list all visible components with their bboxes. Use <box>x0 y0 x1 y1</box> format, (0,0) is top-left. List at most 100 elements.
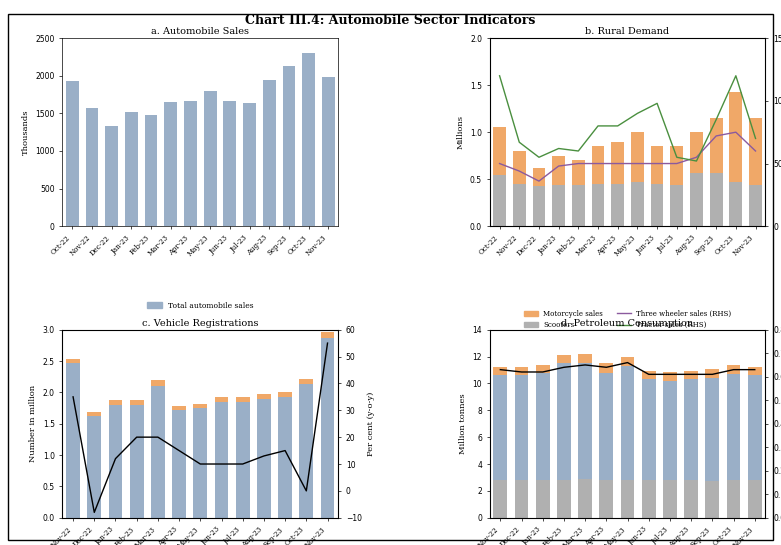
Bar <box>600 480 613 518</box>
Bar <box>263 80 276 226</box>
Bar <box>302 53 315 226</box>
Bar <box>592 146 604 226</box>
Bar <box>749 185 762 226</box>
Bar <box>612 142 624 226</box>
Bar <box>705 378 719 481</box>
Bar <box>621 480 634 518</box>
Title: b. Rural Demand: b. Rural Demand <box>586 27 669 36</box>
Bar <box>184 101 197 226</box>
Bar <box>663 480 677 518</box>
Bar <box>172 410 186 518</box>
Y-axis label: Millions: Millions <box>456 115 465 149</box>
Bar <box>578 364 592 479</box>
Bar <box>726 365 740 374</box>
Bar <box>493 174 506 226</box>
Y-axis label: Million tonnes: Million tonnes <box>459 393 467 454</box>
Bar <box>729 182 742 226</box>
Bar <box>66 359 80 363</box>
Bar <box>600 373 613 480</box>
Bar <box>66 363 80 518</box>
Bar <box>705 370 719 378</box>
Text: Source: SIAM.: Source: SIAM. <box>62 335 114 343</box>
Bar <box>236 397 250 402</box>
Bar <box>670 146 683 226</box>
Bar <box>151 380 165 386</box>
Bar <box>572 185 585 226</box>
Bar <box>552 185 565 226</box>
Bar <box>494 480 507 518</box>
Bar <box>729 92 742 226</box>
Bar <box>278 397 292 518</box>
Bar <box>236 402 250 518</box>
Bar <box>533 186 545 226</box>
Bar <box>130 405 144 518</box>
Bar <box>631 132 644 226</box>
Bar <box>66 81 79 226</box>
Bar <box>631 182 644 226</box>
Bar <box>642 480 656 518</box>
Bar <box>125 112 137 226</box>
Bar <box>299 379 313 384</box>
Bar <box>493 128 506 226</box>
Bar <box>283 66 295 226</box>
Bar <box>109 405 123 518</box>
Bar <box>204 91 216 226</box>
Text: Sources: SIAM; and TMA.: Sources: SIAM; and TMA. <box>490 358 582 366</box>
Bar <box>515 367 529 376</box>
Bar <box>748 367 761 376</box>
Y-axis label: Thousands: Thousands <box>22 110 30 155</box>
Bar <box>552 156 565 226</box>
Bar <box>109 400 123 405</box>
Bar <box>670 185 683 226</box>
Text: Chart III.4: Automobile Sector Indicators: Chart III.4: Automobile Sector Indicator… <box>245 14 536 27</box>
Bar <box>87 413 102 415</box>
Bar <box>557 480 571 518</box>
Bar <box>684 371 698 379</box>
Bar <box>710 118 722 226</box>
Bar <box>663 381 677 480</box>
Bar <box>651 146 664 226</box>
Bar <box>726 374 740 480</box>
Bar <box>172 405 186 410</box>
Bar <box>105 126 118 226</box>
Bar <box>513 184 526 226</box>
Bar <box>642 371 656 379</box>
Bar <box>194 408 207 518</box>
Legend: Total automobile sales: Total automobile sales <box>144 299 257 313</box>
Bar <box>642 379 656 480</box>
Bar <box>278 392 292 397</box>
Bar <box>321 338 334 518</box>
Bar <box>557 364 571 480</box>
Bar <box>494 367 507 376</box>
Bar <box>164 102 177 226</box>
Bar <box>663 372 677 381</box>
Bar <box>151 386 165 518</box>
Bar <box>690 173 703 226</box>
Bar <box>533 168 545 226</box>
Bar <box>87 415 102 518</box>
Bar <box>130 400 144 405</box>
Legend: Motorcycle sales, Scooters, Three wheeler sales (RHS), Tractor sales (RHS): Motorcycle sales, Scooters, Three wheele… <box>521 307 734 332</box>
Title: d. Petroleum Consumption: d. Petroleum Consumption <box>562 318 694 328</box>
Bar <box>651 184 664 226</box>
Bar <box>322 77 335 226</box>
Bar <box>578 479 592 518</box>
Bar <box>748 480 761 518</box>
Title: a. Automobile Sales: a. Automobile Sales <box>152 27 249 36</box>
Bar <box>612 184 624 226</box>
Bar <box>243 103 256 226</box>
Bar <box>536 365 550 373</box>
Title: c. Vehicle Registrations: c. Vehicle Registrations <box>142 318 259 328</box>
Bar <box>215 402 228 518</box>
Bar <box>592 184 604 226</box>
Bar <box>144 115 158 226</box>
Bar <box>321 331 334 338</box>
Bar <box>257 398 271 518</box>
Bar <box>513 151 526 226</box>
Bar <box>684 379 698 480</box>
Bar <box>748 376 761 480</box>
Bar <box>86 108 98 226</box>
Bar <box>299 384 313 518</box>
Bar <box>726 480 740 518</box>
Bar <box>515 376 529 480</box>
